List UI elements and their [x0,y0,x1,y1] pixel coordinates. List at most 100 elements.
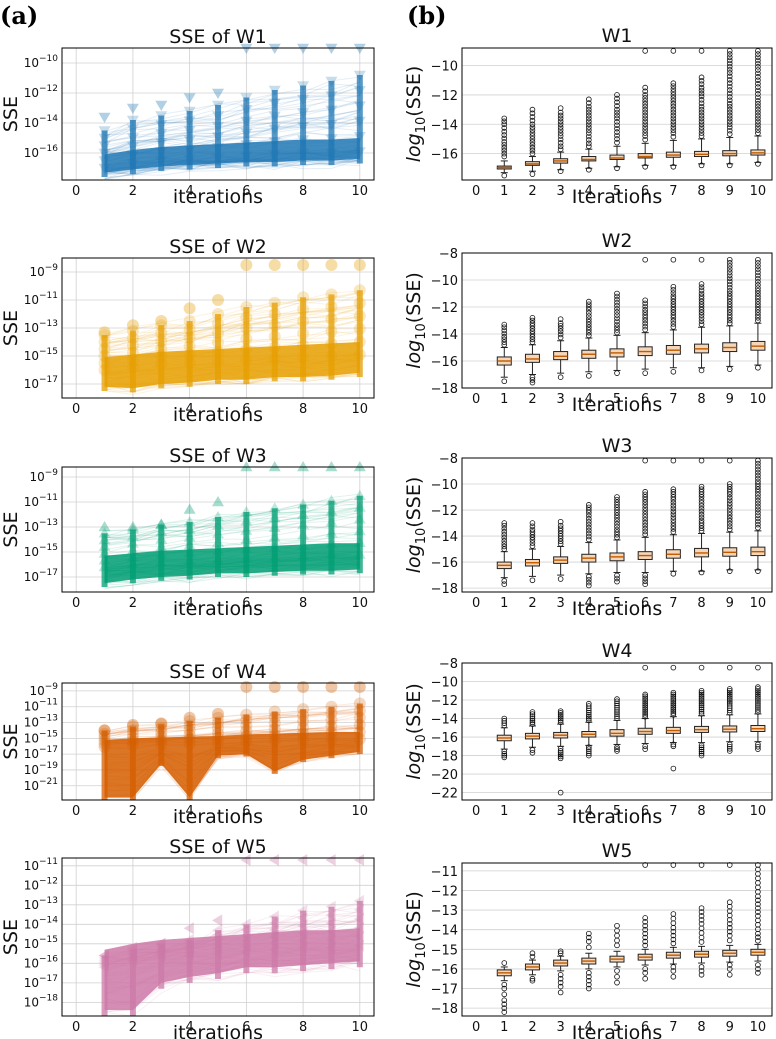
upper-flier [642,314,648,321]
upper-flier [614,512,620,519]
upper-flier [501,534,508,541]
sse-trace [104,494,360,539]
upper-flier [698,457,705,464]
y-tick-label: −12 [431,89,458,104]
upper-flier [670,304,677,310]
upper-flier [698,695,705,701]
sse-trace [104,308,360,349]
lower-flier [726,748,733,754]
upper-flier [642,519,648,526]
upper-flier [614,106,620,113]
upper-flier [642,112,648,119]
max-marker [268,680,281,693]
data-marker [183,933,194,946]
upper-flier [642,124,648,130]
upper-flier [670,494,677,500]
data-marker [98,336,111,348]
x-tick-label: 8 [299,184,307,199]
upper-flier [529,328,536,335]
upper-flier [614,132,620,139]
upper-flier [642,713,648,720]
sse-trace [104,111,360,154]
upper-flier [557,713,564,720]
data-marker [183,523,196,534]
sse-trace [104,158,360,180]
data-marker [183,116,196,127]
data-marker [325,537,338,548]
upper-flier [557,950,564,957]
box-chart-w3: W3 Iterations log10(SSE)−18 −16 −14 −12 −10 −8 0… [403,435,772,620]
upper-flier [614,309,620,315]
upper-flier [557,121,564,128]
left-axes-frame-1 [61,47,375,181]
data-marker [155,111,168,122]
data-marker [268,943,279,956]
upper-flier [755,938,761,944]
lower-flier [670,164,677,170]
sse-trace [104,316,360,352]
data-marker [240,93,253,104]
data-marker [240,929,251,942]
upper-flier [642,508,648,514]
upper-flier [726,278,733,285]
upper-flier [726,457,733,464]
data-marker [325,700,338,713]
box-iteration-7 [665,256,681,375]
lower-flier [642,746,648,752]
y-tick-label: 10−17 [24,745,58,761]
data-marker [268,98,281,109]
upper-flier [642,312,648,318]
lower-flier [557,753,564,760]
upper-flier [726,73,733,80]
box-iteration-3 [553,518,569,582]
upper-flier [726,481,733,487]
upper-flier [670,314,677,321]
upper-flier [726,687,733,694]
upper-flier [755,481,761,487]
data-marker [212,528,224,539]
data-marker [183,943,194,956]
upper-flier [642,127,648,133]
data-marker [98,958,109,971]
upper-flier [670,496,677,503]
lower-flier [670,741,677,748]
lower-flier [501,752,508,759]
upper-flier [557,518,564,525]
lower-flier [726,962,733,968]
lower-flier [642,575,648,582]
upper-flier [755,74,761,80]
upper-flier [670,710,677,716]
max-marker [126,103,139,114]
sse-trace [104,493,360,532]
x-tick-label: 4 [585,1020,593,1035]
upper-flier [642,326,648,333]
upper-flier [698,500,705,506]
lower-flier [529,977,536,984]
data-marker [183,937,194,950]
lower-flier [642,578,648,585]
upper-flier [670,940,677,947]
data-marker [268,111,281,122]
upper-flier [670,80,677,86]
upper-flier [501,121,508,128]
x-tick-label: 9 [726,596,734,611]
upper-flier [698,508,705,515]
y-tick-label: −11 [431,865,458,880]
upper-flier [755,80,761,87]
upper-flier [642,256,648,263]
sse-trace [104,82,360,137]
data-marker [183,340,196,353]
data-marker [353,704,366,717]
data-marker [325,494,338,505]
data-marker [353,335,366,348]
data-marker [268,330,281,343]
data-marker [240,918,251,931]
lower-flier [698,972,705,978]
upper-flier [501,341,508,348]
data-marker [98,527,111,538]
lower-flier [642,966,648,972]
upper-flier [726,309,733,316]
y-tick-label: 10−13 [24,714,58,730]
data-marker [240,934,251,947]
